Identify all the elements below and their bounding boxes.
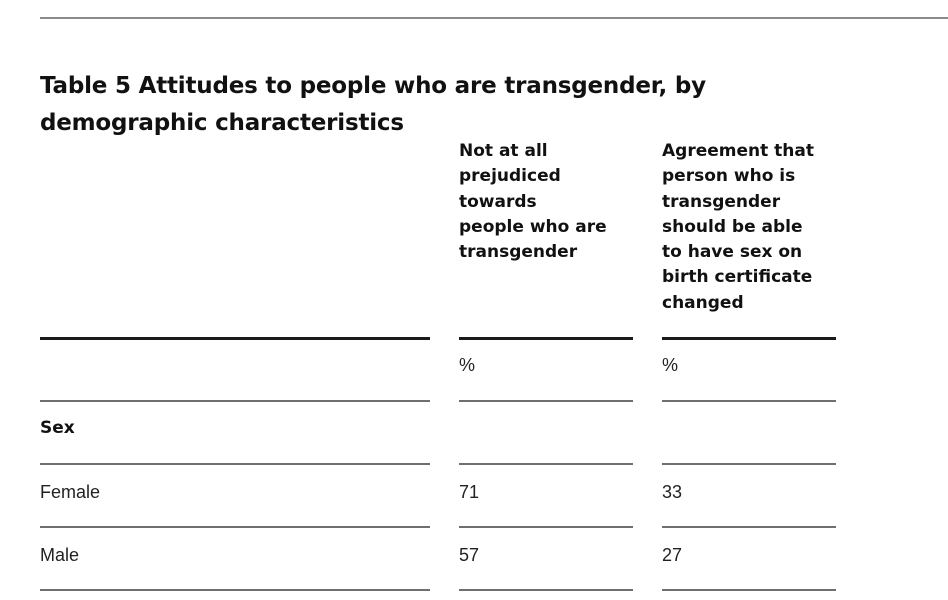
row-rule-col-2 (662, 463, 836, 465)
row-rule-col-2 (662, 526, 836, 528)
table-cell-male-birth-certificate: 27 (662, 545, 683, 565)
column-header-birth-certificate: Agreement that person who is transgender… (662, 141, 814, 313)
row-rule-col-2 (662, 589, 836, 591)
header-rule-col-2 (662, 337, 836, 340)
row-rule-col-1 (459, 589, 633, 591)
table-cell-female-birth-certificate: 33 (662, 482, 683, 502)
row-rule-label-col (40, 400, 430, 402)
row-rule-label-col (40, 463, 430, 465)
header-rule-label-col (40, 337, 430, 340)
table-cell-female-prejudice: 71 (459, 482, 480, 502)
header-rule-col-1 (459, 337, 633, 340)
table-cell-male-prejudice: 57 (459, 545, 480, 565)
unit-cell-col-1: % (459, 355, 476, 375)
top-divider (40, 17, 948, 19)
row-label-male: Male (40, 545, 80, 565)
section-label-sex: Sex (40, 418, 75, 438)
column-header-prejudice: Not at all prejudiced towards people who… (459, 141, 607, 263)
row-rule-col-1 (459, 463, 633, 465)
table-title: Table 5 Attitudes to people who are tran… (40, 73, 706, 136)
row-rule-label-col (40, 526, 430, 528)
row-label-female: Female (40, 482, 101, 502)
row-rule-col-1 (459, 526, 633, 528)
row-rule-label-col (40, 589, 430, 591)
unit-cell-col-2: % (662, 355, 679, 375)
row-rule-col-1 (459, 400, 633, 402)
row-rule-col-2 (662, 400, 836, 402)
